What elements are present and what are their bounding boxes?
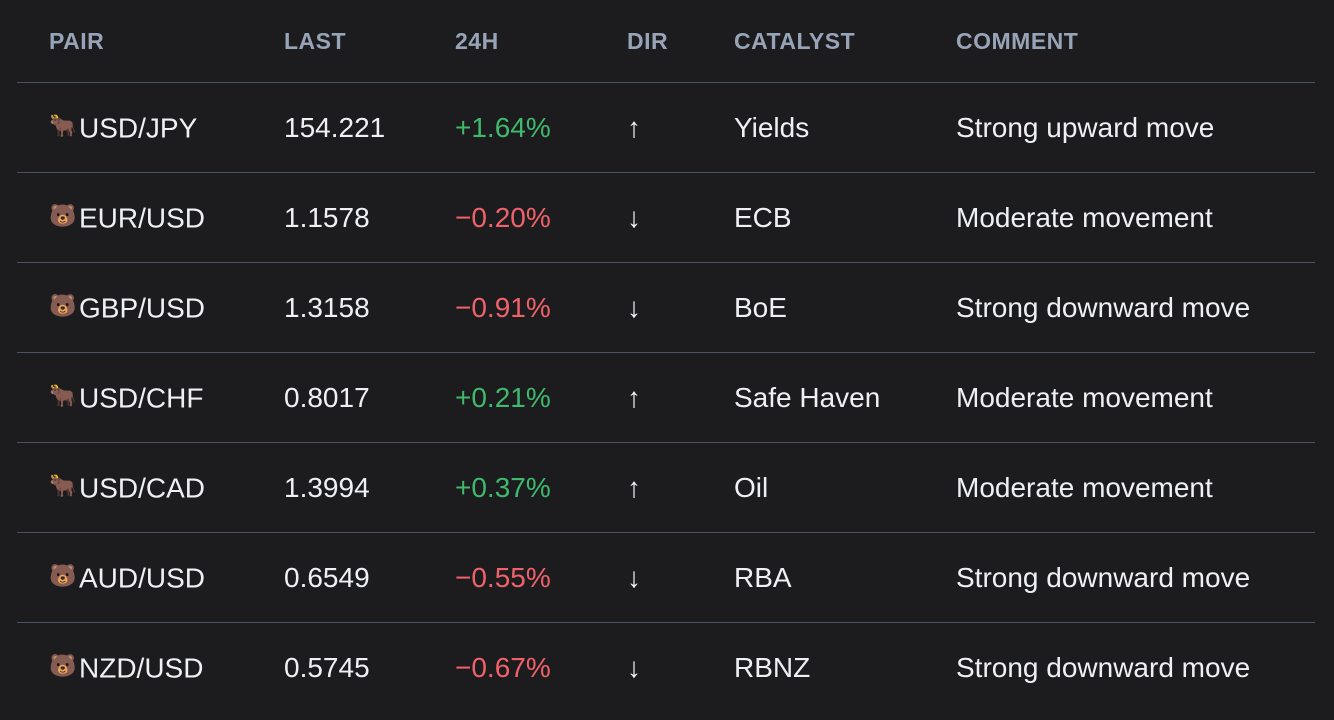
- direction-cell: ↓: [627, 623, 734, 713]
- table-row[interactable]: 🐂USD/CAD 1.3994 +0.37% ↑ Oil Moderate mo…: [17, 442, 1315, 533]
- direction-cell: ↑: [627, 352, 734, 443]
- pair-cell: 🐂USD/CHF: [17, 352, 284, 443]
- direction-cell: ↓: [627, 532, 734, 623]
- direction-cell: ↑: [627, 82, 734, 173]
- arrow-up-icon: ↑: [627, 111, 641, 143]
- fx-table-container: PAIR LAST 24H DIR CATALYST COMMENT 🐂USD/…: [17, 0, 1315, 712]
- pair-label: GBP/USD: [79, 292, 206, 324]
- catalyst: Safe Haven: [734, 352, 956, 443]
- bear-icon: 🐻: [49, 653, 77, 679]
- arrow-down-icon: ↓: [627, 201, 641, 233]
- table-row[interactable]: 🐂USD/CHF 0.8017 +0.21% ↑ Safe Haven Mode…: [17, 352, 1315, 443]
- column-header-24h[interactable]: 24H: [455, 0, 627, 83]
- last-price: 1.3994: [284, 442, 455, 533]
- change-24h: −0.91%: [455, 262, 627, 353]
- change-24h: +0.37%: [455, 442, 627, 533]
- last-price: 1.1578: [284, 172, 455, 263]
- pair-label: AUD/USD: [79, 562, 206, 594]
- column-header-catalyst[interactable]: CATALYST: [734, 0, 956, 83]
- arrow-down-icon: ↓: [627, 561, 641, 593]
- change-24h: −0.20%: [455, 172, 627, 263]
- pair-label: USD/CHF: [79, 382, 204, 414]
- pair-cell: 🐻EUR/USD: [17, 172, 284, 263]
- bull-icon: 🐂: [49, 473, 77, 499]
- bull-icon: 🐂: [49, 113, 77, 139]
- pair-cell: 🐻NZD/USD: [17, 623, 284, 713]
- bear-icon: 🐻: [49, 203, 77, 229]
- bear-icon: 🐻: [49, 293, 77, 319]
- comment: Strong downward move: [956, 532, 1315, 623]
- column-header-comment[interactable]: COMMENT: [956, 0, 1315, 83]
- arrow-down-icon: ↓: [627, 291, 641, 323]
- comment: Moderate movement: [956, 442, 1315, 533]
- catalyst: Yields: [734, 82, 956, 173]
- fx-pairs-table: PAIR LAST 24H DIR CATALYST COMMENT 🐂USD/…: [17, 0, 1315, 712]
- catalyst: RBA: [734, 532, 956, 623]
- column-header-pair[interactable]: PAIR: [17, 0, 284, 83]
- bear-icon: 🐻: [49, 563, 77, 589]
- catalyst: ECB: [734, 172, 956, 263]
- table-row[interactable]: 🐻GBP/USD 1.3158 −0.91% ↓ BoE Strong down…: [17, 262, 1315, 353]
- change-24h: −0.67%: [455, 651, 551, 683]
- column-header-dir[interactable]: DIR: [627, 0, 734, 83]
- direction-cell: ↓: [627, 172, 734, 263]
- last-price: 0.8017: [284, 352, 455, 443]
- pair-cell: 🐂USD/JPY: [17, 82, 284, 173]
- comment: Strong downward move: [956, 262, 1315, 353]
- table-row[interactable]: 🐻EUR/USD 1.1578 −0.20% ↓ ECB Moderate mo…: [17, 172, 1315, 263]
- comment: Strong downward move: [956, 651, 1251, 683]
- arrow-down-icon: ↓: [627, 651, 641, 683]
- comment: Moderate movement: [956, 172, 1315, 263]
- last-price: 0.6549: [284, 532, 455, 623]
- pair-label: EUR/USD: [79, 202, 206, 234]
- change-24h: +0.21%: [455, 352, 627, 443]
- table-row[interactable]: 🐻AUD/USD 0.6549 −0.55% ↓ RBA Strong down…: [17, 532, 1315, 623]
- last-price: 0.5745: [284, 651, 370, 683]
- comment: Moderate movement: [956, 352, 1315, 443]
- change-24h: −0.55%: [455, 532, 627, 623]
- table-row[interactable]: 🐻NZD/USD 0.5745 −0.67% ↓ RBNZ Strong dow…: [17, 623, 1315, 713]
- table-body: 🐂USD/JPY 154.221 +1.64% ↑ Yields Strong …: [17, 82, 1315, 713]
- pair-cell: 🐂USD/CAD: [17, 442, 284, 533]
- change-24h: +1.64%: [455, 82, 627, 173]
- table-header: PAIR LAST 24H DIR CATALYST COMMENT: [17, 0, 1315, 83]
- pair-label: NZD/USD: [79, 652, 204, 684]
- comment: Strong upward move: [956, 82, 1315, 173]
- header-row: PAIR LAST 24H DIR CATALYST COMMENT: [17, 0, 1315, 83]
- pair-cell: 🐻AUD/USD: [17, 532, 284, 623]
- pair-label: USD/CAD: [79, 472, 206, 504]
- arrow-up-icon: ↑: [627, 381, 641, 413]
- direction-cell: ↑: [627, 442, 734, 533]
- bull-icon: 🐂: [49, 383, 77, 409]
- catalyst: Oil: [734, 442, 956, 533]
- table-row[interactable]: 🐂USD/JPY 154.221 +1.64% ↑ Yields Strong …: [17, 82, 1315, 173]
- direction-cell: ↓: [627, 262, 734, 353]
- column-header-last[interactable]: LAST: [284, 0, 455, 83]
- arrow-up-icon: ↑: [627, 471, 641, 503]
- catalyst: BoE: [734, 262, 956, 353]
- pair-label: USD/JPY: [79, 112, 198, 144]
- catalyst: RBNZ: [734, 651, 811, 683]
- last-price: 154.221: [284, 82, 455, 173]
- pair-cell: 🐻GBP/USD: [17, 262, 284, 353]
- last-price: 1.3158: [284, 262, 455, 353]
